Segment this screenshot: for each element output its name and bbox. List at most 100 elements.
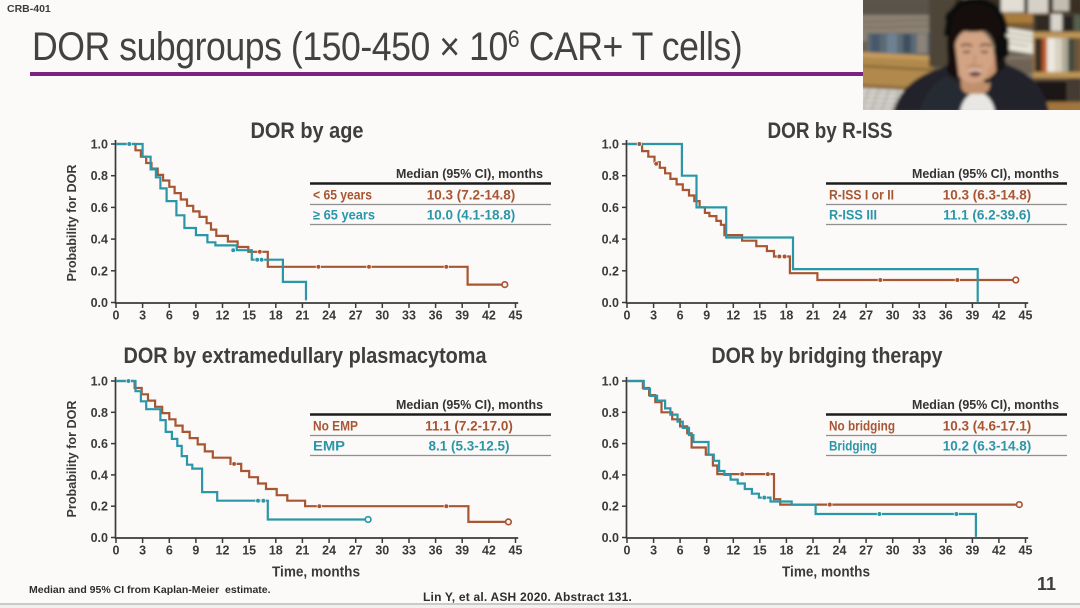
svg-text:36: 36 [939, 544, 953, 558]
svg-text:6: 6 [166, 309, 173, 323]
svg-text:33: 33 [402, 309, 416, 323]
svg-text:36: 36 [429, 309, 443, 323]
svg-text:DOR by bridging therapy: DOR by bridging therapy [712, 343, 944, 368]
svg-text:15: 15 [242, 309, 256, 323]
svg-text:6: 6 [166, 544, 173, 558]
svg-text:11.1 (7.2-17.0): 11.1 (7.2-17.0) [425, 419, 513, 434]
svg-text:6: 6 [677, 309, 684, 323]
svg-text:0: 0 [113, 309, 120, 323]
svg-text:24: 24 [833, 544, 847, 558]
svg-text:0.4: 0.4 [91, 233, 108, 247]
svg-text:24: 24 [322, 309, 336, 323]
svg-text:45: 45 [1019, 544, 1033, 558]
svg-text:27: 27 [349, 544, 363, 558]
svg-text:12: 12 [216, 544, 230, 558]
svg-text:Median (95% CI), months: Median (95% CI), months [912, 397, 1059, 412]
svg-text:30: 30 [886, 544, 900, 558]
svg-text:0.2: 0.2 [91, 500, 108, 514]
svg-text:< 65 years: < 65 years [313, 188, 372, 203]
svg-text:0.0: 0.0 [91, 531, 108, 545]
svg-text:21: 21 [295, 309, 309, 323]
svg-text:42: 42 [482, 309, 496, 323]
svg-text:Time, months: Time, months [782, 565, 870, 581]
svg-text:1.0: 1.0 [602, 138, 619, 152]
svg-text:39: 39 [455, 309, 469, 323]
svg-text:Median (95% CI), months: Median (95% CI), months [396, 166, 543, 181]
svg-text:45: 45 [1019, 309, 1033, 323]
svg-text:39: 39 [965, 544, 979, 558]
svg-text:Probability for DOR: Probability for DOR [64, 400, 79, 518]
svg-text:≥ 65 years: ≥ 65 years [313, 208, 375, 223]
svg-text:DOR by age: DOR by age [251, 118, 364, 143]
svg-text:0.0: 0.0 [602, 296, 619, 310]
svg-text:0.2: 0.2 [602, 264, 619, 278]
svg-text:0: 0 [113, 544, 120, 558]
svg-text:12: 12 [216, 309, 230, 323]
svg-text:0.8: 0.8 [602, 406, 619, 420]
svg-text:42: 42 [992, 544, 1006, 558]
svg-text:1.0: 1.0 [602, 375, 619, 389]
svg-text:Median (95% CI), months: Median (95% CI), months [396, 397, 543, 412]
svg-text:No EMP: No EMP [313, 419, 358, 434]
svg-text:0.2: 0.2 [602, 500, 619, 514]
svg-text:3: 3 [139, 544, 146, 558]
svg-text:30: 30 [375, 309, 389, 323]
svg-text:18: 18 [269, 544, 283, 558]
svg-text:15: 15 [753, 309, 767, 323]
svg-text:10.2 (6.3-14.8): 10.2 (6.3-14.8) [943, 439, 1032, 454]
svg-text:1.0: 1.0 [91, 375, 108, 389]
svg-text:Bridging: Bridging [829, 439, 877, 454]
svg-text:11.1 (6.2-39.6): 11.1 (6.2-39.6) [943, 208, 1031, 223]
svg-text:6: 6 [677, 544, 684, 558]
svg-text:10.0 (4.1-18.8): 10.0 (4.1-18.8) [427, 208, 516, 223]
svg-text:21: 21 [295, 544, 309, 558]
svg-text:Time, months: Time, months [272, 565, 360, 581]
svg-text:0.8: 0.8 [602, 169, 619, 183]
svg-text:42: 42 [482, 544, 496, 558]
svg-text:18: 18 [779, 544, 793, 558]
svg-text:EMP: EMP [313, 439, 345, 454]
svg-text:0.8: 0.8 [91, 406, 108, 420]
svg-text:27: 27 [859, 544, 873, 558]
svg-text:24: 24 [833, 309, 847, 323]
svg-text:0.0: 0.0 [602, 531, 619, 545]
svg-text:9: 9 [192, 309, 199, 323]
svg-text:Median (95% CI), months: Median (95% CI), months [912, 166, 1059, 181]
svg-text:15: 15 [242, 544, 256, 558]
svg-text:15: 15 [753, 544, 767, 558]
svg-text:45: 45 [509, 544, 523, 558]
svg-text:DOR by extramedullary plasmacy: DOR by extramedullary plasmacytoma [124, 343, 488, 368]
svg-text:42: 42 [992, 309, 1006, 323]
svg-text:18: 18 [779, 309, 793, 323]
svg-text:33: 33 [912, 309, 926, 323]
svg-text:0.6: 0.6 [602, 437, 619, 451]
svg-text:30: 30 [886, 309, 900, 323]
svg-text:Probability for DOR: Probability for DOR [64, 164, 79, 282]
svg-text:0: 0 [624, 544, 631, 558]
svg-text:R-ISS III: R-ISS III [829, 208, 877, 223]
svg-text:10.3 (7.2-14.8): 10.3 (7.2-14.8) [427, 188, 516, 203]
svg-text:3: 3 [650, 544, 657, 558]
svg-text:DOR by R-ISS: DOR by R-ISS [768, 118, 893, 143]
svg-text:27: 27 [859, 309, 873, 323]
svg-text:0.2: 0.2 [91, 264, 108, 278]
svg-text:9: 9 [703, 544, 710, 558]
svg-text:33: 33 [402, 544, 416, 558]
svg-text:21: 21 [806, 309, 820, 323]
svg-text:36: 36 [939, 309, 953, 323]
svg-text:39: 39 [455, 544, 469, 558]
svg-text:18: 18 [269, 309, 283, 323]
svg-text:0.4: 0.4 [91, 468, 108, 482]
svg-text:0.4: 0.4 [602, 468, 619, 482]
svg-text:24: 24 [322, 544, 336, 558]
svg-text:12: 12 [726, 544, 740, 558]
svg-text:No bridging: No bridging [829, 419, 895, 434]
svg-text:0: 0 [624, 309, 631, 323]
svg-text:21: 21 [806, 544, 820, 558]
svg-text:27: 27 [349, 309, 363, 323]
svg-text:36: 36 [429, 544, 443, 558]
svg-text:3: 3 [650, 309, 657, 323]
svg-text:0.8: 0.8 [91, 169, 108, 183]
svg-text:10.3 (6.3-14.8): 10.3 (6.3-14.8) [943, 188, 1032, 203]
svg-text:30: 30 [375, 544, 389, 558]
